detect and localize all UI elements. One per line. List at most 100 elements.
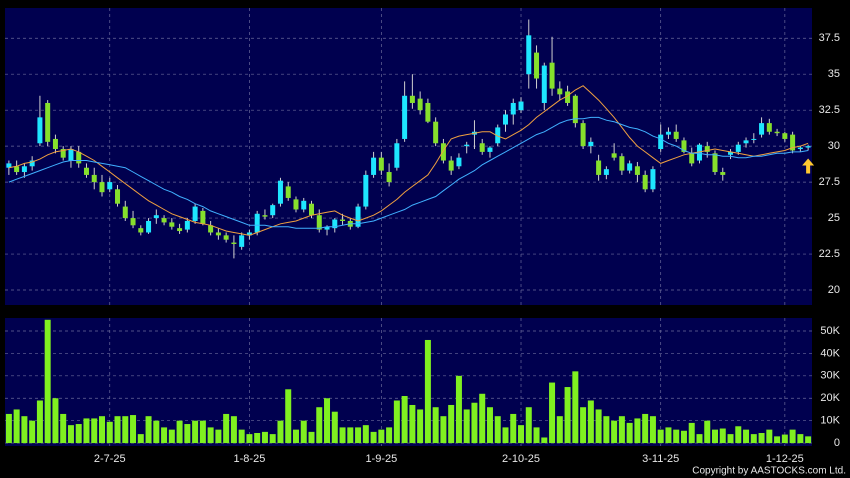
volume-bar <box>393 400 400 444</box>
volume-bar <box>789 429 796 444</box>
candle-body <box>603 169 609 175</box>
volume-bar <box>432 407 439 444</box>
candle-body <box>231 242 237 244</box>
candle-body <box>774 131 780 134</box>
candle-body <box>402 95 408 139</box>
candle-body <box>479 143 485 152</box>
candle-body <box>45 102 51 142</box>
candle-body <box>448 160 454 171</box>
candle-body <box>440 143 446 161</box>
volume-bar <box>130 415 137 444</box>
volume-bar <box>292 429 299 444</box>
candle-body <box>782 133 788 139</box>
candle-body <box>37 117 43 144</box>
candle-body <box>223 235 229 240</box>
volume-bar <box>145 416 152 444</box>
volume-bar <box>215 429 222 444</box>
volume-bar <box>238 429 245 444</box>
volume-bar <box>199 420 206 444</box>
volume-bar <box>192 420 199 444</box>
y-tick-label: 35 <box>828 68 840 80</box>
candle-body <box>138 228 144 233</box>
volume-bar <box>611 420 618 444</box>
volume-bar <box>184 424 191 444</box>
volume-bar <box>580 407 587 444</box>
volume-bar <box>649 416 656 444</box>
volume-bar <box>518 425 525 444</box>
candle-body <box>696 144 702 161</box>
candle-body <box>83 167 89 175</box>
candle-body <box>340 219 346 221</box>
x-tick-label: 1-12-25 <box>766 453 804 465</box>
candle-body <box>107 182 113 190</box>
candle-body <box>510 102 516 115</box>
candle-body <box>658 134 664 150</box>
volume-bar <box>525 407 532 444</box>
volume-bar <box>556 416 563 444</box>
volume-bar <box>564 387 571 444</box>
moving-average-line <box>8 85 809 236</box>
candle-body <box>386 172 392 183</box>
volume-bar <box>347 427 354 444</box>
volume-bar <box>355 427 362 444</box>
candle-body <box>115 189 121 204</box>
candle-body <box>99 182 105 193</box>
candle-body <box>371 157 377 175</box>
candle-body <box>619 156 625 171</box>
x-tick-label: 2-10-25 <box>502 453 540 465</box>
volume-bar <box>471 402 478 444</box>
candle-body <box>518 101 524 111</box>
volume-bar <box>378 429 385 444</box>
volume-bar <box>626 422 633 444</box>
volume-bar <box>680 430 687 444</box>
x-tick-label: 1-8-25 <box>234 453 266 465</box>
volume-bar <box>176 420 183 444</box>
candle-body <box>91 174 97 183</box>
candle-body <box>673 131 679 139</box>
volume-bar <box>91 418 98 444</box>
candle-body <box>642 174 648 190</box>
volume-bar <box>67 425 74 444</box>
candle-body <box>720 172 726 175</box>
volume-bar <box>83 418 90 444</box>
candle-body <box>611 153 617 158</box>
candle-body <box>246 232 252 236</box>
candle-body <box>316 215 322 230</box>
candle-body <box>417 98 423 111</box>
candle-body <box>759 123 765 135</box>
volume-bar <box>153 420 160 444</box>
volume-bar <box>308 431 315 444</box>
y-tick-label: 22.5 <box>819 248 840 260</box>
volume-bar <box>261 431 268 444</box>
candle-body <box>743 140 749 144</box>
candle-body <box>324 226 330 230</box>
candle-body <box>363 174 369 207</box>
candle-body <box>541 65 547 103</box>
volume-bar <box>704 420 711 444</box>
candle-body <box>254 213 260 233</box>
volume-bar <box>44 319 51 444</box>
candle-body <box>526 35 532 75</box>
volume-bar <box>401 396 408 444</box>
volume-bar <box>541 437 548 444</box>
candle-body <box>425 102 431 122</box>
candle-body <box>60 149 66 158</box>
candle-body <box>208 225 214 233</box>
candle-body <box>14 166 20 173</box>
candle-body <box>161 218 167 223</box>
volume-bar <box>254 432 261 444</box>
volume-bar <box>463 409 470 444</box>
candle-body <box>215 232 221 236</box>
candle-body <box>549 62 555 89</box>
volume-bar <box>122 416 129 444</box>
candle-body <box>262 215 268 217</box>
volume-bar <box>603 416 610 444</box>
volume-bar <box>502 427 509 444</box>
candle-body <box>192 206 198 221</box>
y-tick-label: 10K <box>820 415 840 427</box>
candle-body <box>712 153 718 173</box>
candle-body <box>153 215 159 219</box>
volume-bar <box>230 416 237 444</box>
candle-body <box>76 151 82 164</box>
volume-bar <box>331 411 338 444</box>
